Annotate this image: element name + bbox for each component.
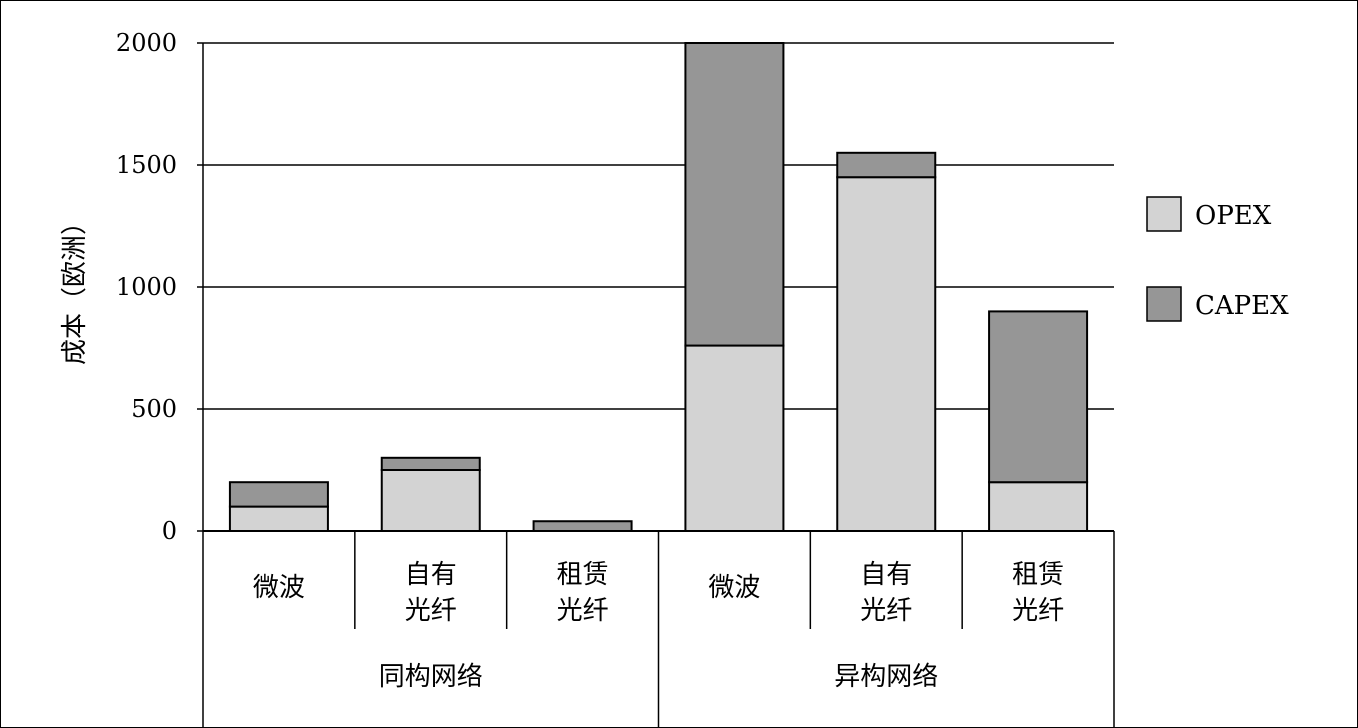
group-label: 异构网络 [834, 662, 938, 692]
y-tick-label: 2000 [116, 29, 177, 57]
bar-opex-1 [228, 505, 329, 533]
bar-capex-3 [532, 520, 633, 532]
bar-opex-5 [836, 176, 937, 532]
category-label: 光纤 [405, 596, 457, 626]
bar-capex-6 [988, 310, 1089, 484]
y-tick-label: 0 [162, 517, 177, 545]
category-label: 自有 [860, 560, 912, 590]
bar-capex-5 [836, 151, 937, 179]
bar-opex-4 [684, 344, 785, 532]
legend-label-capex: CAPEX [1195, 291, 1289, 321]
y-tick-label: 1500 [116, 151, 177, 179]
category-label: 微波 [253, 573, 305, 603]
category-label: 光纤 [1012, 596, 1064, 626]
bar-capex-1 [228, 481, 329, 508]
y-tick-label: 500 [131, 395, 177, 423]
legend-label-opex: OPEX [1195, 201, 1272, 231]
legend-swatch-opex [1146, 196, 1182, 232]
category-label: 光纤 [860, 596, 912, 626]
category-label: 光纤 [557, 596, 609, 626]
y-axis-label: 成本（欧洲） [60, 209, 90, 365]
y-tick-label: 1000 [116, 273, 177, 301]
bar-capex-4 [684, 42, 785, 347]
bar-capex-2 [380, 456, 481, 471]
category-label: 微波 [708, 573, 760, 603]
legend-swatch-capex [1146, 286, 1182, 322]
bar-opex-6 [988, 481, 1089, 533]
category-label: 租赁 [557, 560, 609, 590]
category-label: 租赁 [1012, 560, 1064, 590]
group-label: 同构网络 [379, 662, 483, 692]
bar-opex-2 [380, 469, 481, 532]
category-label: 自有 [405, 560, 457, 590]
